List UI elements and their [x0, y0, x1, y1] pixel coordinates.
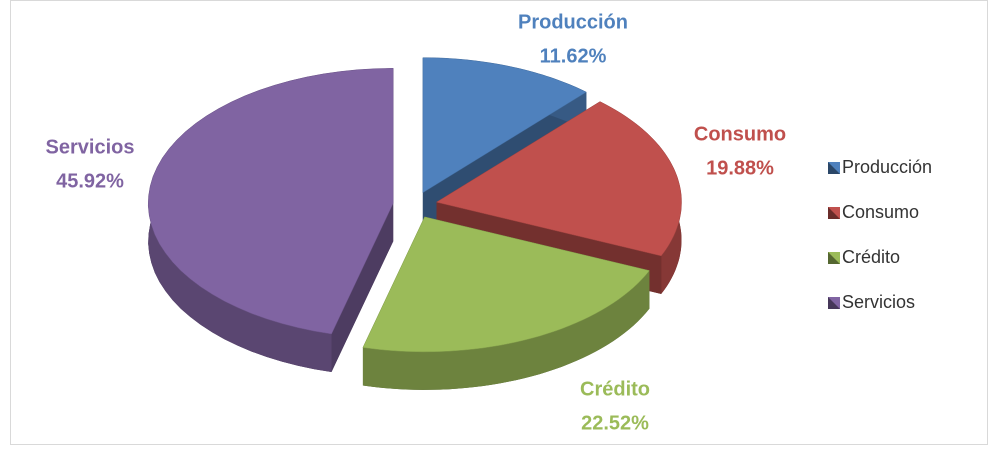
slice-top [147, 68, 394, 335]
data-label-name: Consumo [694, 123, 786, 145]
slice-top [362, 216, 650, 353]
data-label-value: 45.92% [56, 170, 124, 192]
slice-side [362, 270, 650, 390]
data-label-value: 11.62% [540, 45, 607, 67]
legend-swatch-shade [828, 297, 840, 309]
data-label-name: Producción [518, 11, 628, 33]
legend-swatch-shade [828, 252, 840, 264]
pie [147, 57, 682, 390]
data-label-value: 19.88% [706, 157, 774, 179]
legend-label: Crédito [842, 247, 900, 267]
pie-slice [147, 68, 394, 373]
data-label-name: Servicios [46, 136, 135, 158]
legend-label: Servicios [842, 292, 915, 312]
data-labels: Producción 11.62% Consumo 19.88% Crédito 22.5… [46, 11, 787, 434]
data-label-value: 22.52% [581, 412, 649, 434]
legend-swatch-shade [828, 207, 840, 219]
legend-label: Producción [842, 157, 932, 177]
pie-slice [362, 216, 650, 390]
slice-top [435, 101, 682, 257]
legend: Producción Consumo Crédito Servicios [828, 157, 932, 312]
slice-wall [331, 203, 394, 372]
data-label-name: Crédito [580, 378, 650, 400]
legend-swatch-shade [828, 162, 840, 174]
legend-label: Consumo [842, 202, 919, 222]
slice-top [422, 57, 587, 194]
